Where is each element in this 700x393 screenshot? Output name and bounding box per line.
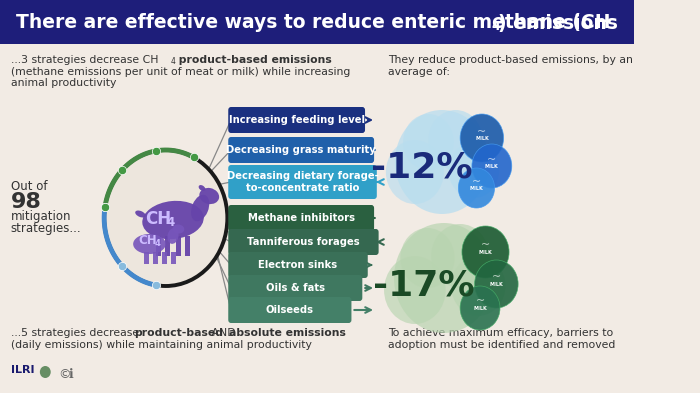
Circle shape <box>451 256 505 316</box>
Circle shape <box>458 168 495 208</box>
Circle shape <box>384 256 446 324</box>
Text: Out of: Out of <box>11 180 48 193</box>
Bar <box>162 252 167 264</box>
Bar <box>165 236 170 256</box>
Text: ...5 strategies decrease: ...5 strategies decrease <box>11 328 143 338</box>
Circle shape <box>400 228 455 288</box>
Text: CH: CH <box>139 233 157 246</box>
Circle shape <box>460 114 503 162</box>
Text: product-based emissions: product-based emissions <box>175 55 332 65</box>
FancyBboxPatch shape <box>228 252 368 278</box>
Text: -12%: -12% <box>371 150 472 184</box>
Text: Oils & fats: Oils & fats <box>266 283 325 293</box>
FancyBboxPatch shape <box>228 297 351 323</box>
Bar <box>172 252 176 264</box>
Text: Oilseeds: Oilseeds <box>266 305 314 315</box>
Text: Tanniferous forages: Tanniferous forages <box>247 237 360 247</box>
Text: AND: AND <box>209 328 239 338</box>
Text: strategies...: strategies... <box>11 222 81 235</box>
FancyBboxPatch shape <box>228 229 379 255</box>
Circle shape <box>462 226 509 278</box>
Text: -17%: -17% <box>373 269 475 303</box>
Text: MILK: MILK <box>475 136 489 141</box>
FancyBboxPatch shape <box>228 275 363 301</box>
Text: ~: ~ <box>481 240 490 250</box>
Text: CH: CH <box>146 210 172 228</box>
Text: 4: 4 <box>155 239 160 248</box>
Text: Decreasing dietary forage-
to-concentrate ratio: Decreasing dietary forage- to-concentrat… <box>227 171 379 193</box>
Text: ~: ~ <box>477 127 486 137</box>
Text: ~: ~ <box>487 155 496 165</box>
Text: ~: ~ <box>472 177 481 187</box>
Ellipse shape <box>199 188 219 204</box>
Circle shape <box>40 366 50 378</box>
Circle shape <box>431 224 489 288</box>
Circle shape <box>428 110 483 170</box>
Circle shape <box>449 142 499 198</box>
Ellipse shape <box>135 211 146 217</box>
Text: 98: 98 <box>11 192 42 212</box>
Text: ILRI: ILRI <box>11 365 34 375</box>
FancyBboxPatch shape <box>228 137 374 163</box>
Circle shape <box>460 286 500 330</box>
Text: There are effective ways to reduce enteric methane (CH: There are effective ways to reduce enter… <box>16 13 611 33</box>
Text: absolute emissions: absolute emissions <box>229 328 346 338</box>
Text: To achieve maximum efficacy, barriers to: To achieve maximum efficacy, barriers to <box>388 328 613 338</box>
Ellipse shape <box>133 234 166 254</box>
Text: ©: © <box>58 368 71 381</box>
Circle shape <box>395 110 489 214</box>
Text: 4: 4 <box>170 57 175 66</box>
Text: (methane emissions per unit of meat or milk) while increasing: (methane emissions per unit of meat or m… <box>11 67 350 77</box>
Text: ~: ~ <box>491 272 501 282</box>
Text: ...3 strategies decrease CH: ...3 strategies decrease CH <box>11 55 158 65</box>
FancyBboxPatch shape <box>228 165 377 199</box>
Bar <box>176 236 181 256</box>
Text: mitigation: mitigation <box>11 210 71 223</box>
Ellipse shape <box>167 228 178 244</box>
Text: MILK: MILK <box>470 185 483 191</box>
Text: Electron sinks: Electron sinks <box>258 260 337 270</box>
Ellipse shape <box>173 224 184 233</box>
Text: product-based: product-based <box>134 328 223 338</box>
Text: MILK: MILK <box>485 163 498 169</box>
Text: MILK: MILK <box>489 281 503 286</box>
Text: ~: ~ <box>475 296 484 306</box>
Text: average of:: average of: <box>388 67 449 77</box>
Circle shape <box>472 144 512 188</box>
Circle shape <box>475 260 518 308</box>
Bar <box>144 252 148 264</box>
Text: They reduce product-based emissions, by an: They reduce product-based emissions, by … <box>388 55 633 65</box>
FancyBboxPatch shape <box>228 107 365 133</box>
Text: ) emissions: ) emissions <box>498 13 618 33</box>
Circle shape <box>394 223 494 333</box>
Ellipse shape <box>191 195 209 221</box>
Circle shape <box>386 140 444 204</box>
Text: 4: 4 <box>492 20 500 33</box>
Text: MILK: MILK <box>473 305 487 310</box>
Text: ℹ: ℹ <box>69 368 74 381</box>
Text: (daily emissions) while maintaining animal productivity: (daily emissions) while maintaining anim… <box>11 340 312 350</box>
Ellipse shape <box>142 201 204 239</box>
Text: animal productivity: animal productivity <box>11 78 116 88</box>
Ellipse shape <box>199 185 205 191</box>
Circle shape <box>403 114 454 170</box>
Bar <box>153 252 158 264</box>
Text: 4: 4 <box>166 215 174 228</box>
Text: Decreasing grass maturity: Decreasing grass maturity <box>226 145 376 155</box>
Bar <box>156 236 161 256</box>
Text: adoption must be identified and removed: adoption must be identified and removed <box>388 340 615 350</box>
Bar <box>0 0 634 44</box>
Text: MILK: MILK <box>479 250 492 255</box>
Circle shape <box>104 150 228 286</box>
Bar <box>185 236 190 256</box>
Text: Methane inhibitors: Methane inhibitors <box>248 213 355 223</box>
Text: Increasing feeding level: Increasing feeding level <box>229 115 365 125</box>
FancyBboxPatch shape <box>228 205 374 231</box>
